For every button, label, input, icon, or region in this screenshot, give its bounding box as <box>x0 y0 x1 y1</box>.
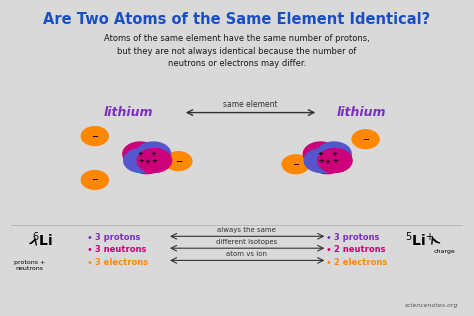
Text: +: + <box>332 157 338 163</box>
Text: same element: same element <box>223 100 278 108</box>
Text: charge: charge <box>434 249 456 254</box>
Text: •: • <box>326 233 332 243</box>
Text: −: − <box>362 135 369 144</box>
Text: 2 electrons: 2 electrons <box>334 258 387 267</box>
Text: •: • <box>87 233 92 243</box>
Text: +: + <box>324 159 330 165</box>
Circle shape <box>124 149 158 173</box>
Text: atom vs ion: atom vs ion <box>227 251 267 257</box>
Text: +: + <box>151 151 156 157</box>
Text: always the same: always the same <box>218 227 276 233</box>
Text: 3 protons: 3 protons <box>334 233 379 241</box>
Circle shape <box>318 149 352 173</box>
Text: •: • <box>87 258 92 268</box>
Text: sciencenotes.org: sciencenotes.org <box>405 303 458 308</box>
Text: $^{6}$Li: $^{6}$Li <box>32 230 54 249</box>
Text: −: − <box>91 175 98 185</box>
Text: +: + <box>318 151 323 157</box>
Circle shape <box>123 142 157 166</box>
Text: $^{5}$Li$^{+}$: $^{5}$Li$^{+}$ <box>405 230 435 249</box>
Text: +: + <box>331 151 337 157</box>
Text: 3 electrons: 3 electrons <box>95 258 148 267</box>
Circle shape <box>352 130 379 149</box>
Text: •: • <box>87 245 92 255</box>
Circle shape <box>137 142 171 166</box>
Text: Atoms of the same element have the same number of protons,
but they are not alwa: Atoms of the same element have the same … <box>104 34 370 68</box>
Circle shape <box>282 155 309 174</box>
Text: 3 neutrons: 3 neutrons <box>95 245 146 254</box>
Text: −: − <box>91 131 98 141</box>
Text: +: + <box>144 159 150 165</box>
Text: lithium: lithium <box>336 106 386 119</box>
Text: •: • <box>326 258 332 268</box>
Text: 2 neutrons: 2 neutrons <box>334 245 385 254</box>
Text: +: + <box>319 157 324 163</box>
Circle shape <box>304 149 338 173</box>
Circle shape <box>303 142 337 166</box>
Text: −: − <box>175 157 182 166</box>
Text: lithium: lithium <box>104 106 154 119</box>
Text: Are Two Atoms of the Same Element Identical?: Are Two Atoms of the Same Element Identi… <box>44 12 430 27</box>
Text: −: − <box>292 160 299 169</box>
Text: •: • <box>326 245 332 255</box>
Text: protons +
neutrons: protons + neutrons <box>14 260 45 271</box>
Text: +: + <box>137 151 143 157</box>
Circle shape <box>317 142 351 166</box>
Text: +: + <box>138 157 144 163</box>
Circle shape <box>165 152 192 171</box>
Text: different isotopes: different isotopes <box>216 239 278 245</box>
Circle shape <box>137 149 172 173</box>
Circle shape <box>82 127 109 145</box>
Circle shape <box>129 150 164 174</box>
Circle shape <box>82 171 109 189</box>
Text: +: + <box>152 157 157 163</box>
Circle shape <box>310 150 345 174</box>
Text: 3 protons: 3 protons <box>95 233 140 241</box>
